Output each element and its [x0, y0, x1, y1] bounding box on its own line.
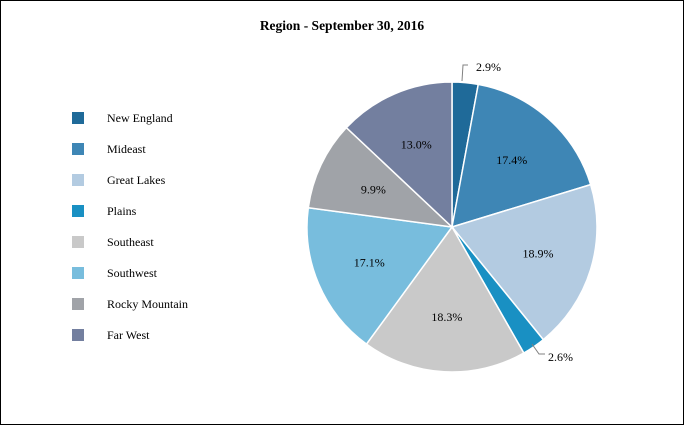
legend-label: Southeast [107, 235, 154, 249]
data-label: 17.4% [496, 153, 527, 167]
legend-swatch [72, 236, 84, 248]
legend-label: Plains [107, 204, 137, 218]
data-label: 2.6% [548, 350, 573, 364]
pie-slice-mideast [451, 83, 592, 229]
leader-line [461, 64, 468, 82]
legend-label: Great Lakes [107, 173, 166, 187]
chart-title: Region - September 30, 2016 [259, 18, 425, 33]
leader-line [531, 343, 545, 355]
data-label: 2.9% [476, 60, 501, 74]
legend-swatch [72, 205, 84, 217]
data-label: 18.3% [431, 310, 462, 324]
data-label: 13.0% [401, 138, 432, 152]
pie-slice-far-west [345, 81, 453, 229]
legend-label: Far West [107, 328, 150, 342]
legend-item-mideast: Mideast [72, 141, 272, 157]
legend-label: Southwest [107, 266, 158, 280]
legend-swatch [72, 112, 84, 124]
legend-swatch [72, 298, 84, 310]
pie-slice-southwest [306, 206, 454, 346]
legend-swatch [72, 329, 84, 341]
data-label: 17.1% [354, 255, 385, 269]
legend-item-great-lakes: Great Lakes [72, 172, 272, 188]
legend-item-far-west: Far West [72, 327, 272, 343]
legend-label: New England [107, 111, 173, 125]
legend-swatch [72, 267, 84, 279]
legend-label: Mideast [107, 142, 146, 156]
pie-slice-great-lakes [450, 183, 598, 341]
legend-item-plains: Plains [72, 203, 272, 219]
pie-slice-southeast [365, 225, 525, 373]
legend-swatch [72, 143, 84, 155]
data-label: 9.9% [361, 183, 386, 197]
legend-item-southeast: Southeast [72, 234, 272, 250]
legend-item-new-england: New England [72, 110, 272, 126]
pie-slice-rocky-mountain [307, 126, 455, 229]
legend-label: Rocky Mountain [107, 297, 188, 311]
legend-swatch [72, 174, 84, 186]
legend-item-southwest: Southwest [72, 265, 272, 281]
legend-item-rocky-mountain: Rocky Mountain [72, 296, 272, 312]
data-label: 18.9% [523, 246, 554, 260]
